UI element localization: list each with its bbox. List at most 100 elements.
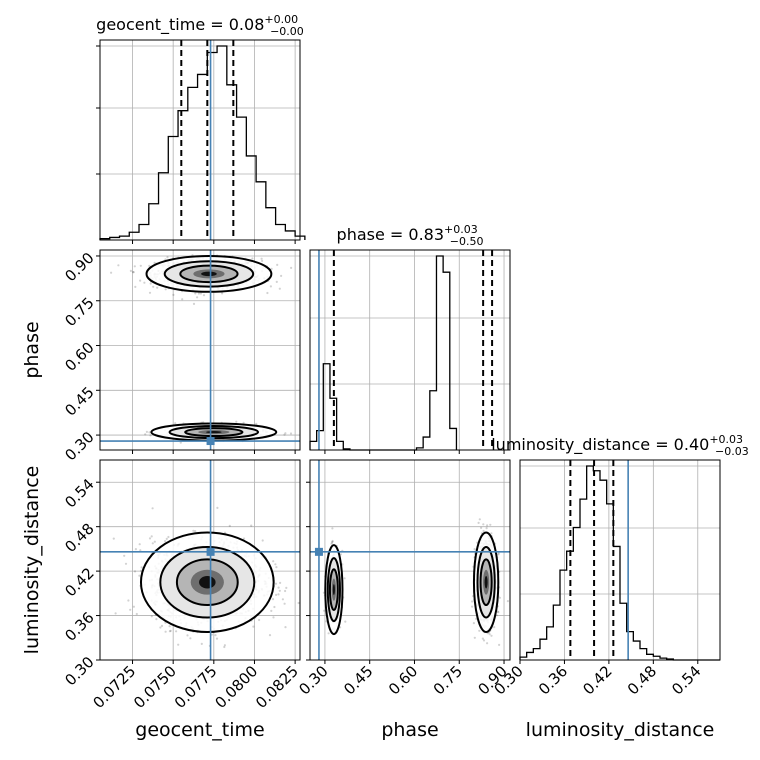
sample-point (189, 637, 192, 640)
sample-point (129, 269, 132, 272)
contour-0-1 (326, 557, 341, 623)
sample-point (152, 285, 155, 288)
sample-point (343, 577, 346, 580)
sample-point (139, 549, 142, 552)
density-level-4 (332, 584, 335, 596)
sample-point (331, 540, 334, 543)
sample-point (164, 540, 167, 543)
y-axis-label-luminosity_distance: luminosity_distance (21, 466, 43, 655)
sample-point (123, 554, 126, 557)
x-tick-label-luminosity_distance: 0.42 (579, 662, 615, 698)
sample-point (251, 257, 254, 260)
sample-point (261, 539, 264, 542)
scatter-panel-geocent_time-phase: 0.30 0.45 0.60 0.75 0.90 (61, 249, 301, 464)
panel-content (100, 250, 300, 450)
y-tick-label-phase: 0.30 (61, 428, 97, 464)
y-tick-label-luminosity_distance: 0.36 (61, 608, 97, 644)
sample-point (114, 612, 117, 615)
contour-0-2 (328, 568, 339, 612)
sample-point (242, 537, 246, 540)
sample-point (235, 420, 238, 423)
x-tick-label-phase: 0.75 (430, 662, 466, 698)
sample-point (194, 292, 197, 295)
x-tick-label-luminosity_distance: 0.54 (668, 662, 704, 698)
truth-point (206, 547, 215, 556)
sample-point (258, 618, 261, 622)
sample-point (488, 633, 491, 636)
scatter-panel-phase-luminosity_distance: 0.30 0.45 0.60 0.75 0.90 (295, 459, 511, 698)
sample-point (277, 586, 280, 589)
sample-point (192, 529, 195, 532)
sample-point (278, 287, 281, 290)
contour-1-0 (472, 531, 500, 634)
y-tick-label-luminosity_distance: 0.30 (61, 653, 97, 689)
sample-point (132, 605, 135, 608)
contour-1-2 (479, 558, 493, 607)
sample-point (150, 535, 153, 538)
title-phase: phase = 0.83+0.03 −0.50 (337, 223, 484, 248)
sample-point (493, 626, 496, 629)
sample-point (278, 589, 281, 592)
sample-point (275, 280, 278, 283)
contour-1-2 (184, 427, 244, 438)
x-tick-label-luminosity_distance: 0.48 (624, 662, 660, 698)
y-tick-label-luminosity_distance: 0.54 (61, 475, 97, 511)
hist-panel-phase: phase = 0.83+0.03 −0.50 (309, 223, 511, 454)
contour-0-2 (179, 264, 239, 284)
sample-point (150, 615, 153, 618)
title-main: phase = 0.83 (337, 225, 444, 244)
x-tick-label-geocent_time: 0.0775 (171, 662, 221, 712)
sample-point (276, 263, 279, 266)
density-level-4 (199, 576, 216, 589)
sample-point (167, 535, 170, 539)
panel-content (310, 460, 510, 660)
sample-point (151, 542, 154, 545)
sample-point (330, 541, 334, 544)
sample-point (331, 527, 334, 530)
sample-point (339, 553, 342, 556)
truth-point (314, 547, 323, 556)
sample-point (143, 281, 146, 284)
sample-point (148, 537, 152, 540)
sample-point (250, 524, 253, 527)
sample-point (480, 526, 483, 530)
sample-point (485, 527, 488, 530)
sample-point (242, 421, 245, 424)
sample-point (275, 593, 278, 597)
sample-point (471, 600, 474, 603)
sample-point (179, 441, 182, 444)
x-tick-label-luminosity_distance: 0.36 (535, 662, 571, 698)
sample-point (174, 422, 177, 425)
sample-point (144, 433, 147, 436)
sample-point (139, 279, 142, 282)
sample-point (153, 540, 156, 543)
sample-point (477, 521, 480, 525)
title-lower-error: −0.50 (450, 235, 484, 248)
sample-point (273, 605, 276, 609)
sample-point (216, 506, 219, 509)
sample-point (200, 642, 203, 646)
hist-panel-luminosity_distance: 0.30 0.36 0.42 0.48 0.54luminosity_distance … (490, 433, 748, 698)
hist-panel-geocent_time: geocent_time = 0.08+0.00 −0.00 (96, 13, 306, 244)
contour-0-0 (324, 544, 344, 636)
panel-frame (309, 459, 511, 661)
sample-point (490, 532, 493, 535)
sample-point (132, 271, 135, 274)
sample-point (139, 264, 142, 267)
sample-point (132, 271, 135, 274)
sample-point (275, 566, 278, 569)
sample-point (155, 618, 158, 621)
sample-point (274, 582, 278, 585)
sample-point (145, 430, 148, 433)
density-level-4 (206, 431, 222, 434)
x-axis-label-phase: phase (381, 719, 438, 741)
sample-point (280, 274, 283, 277)
sample-point (129, 608, 132, 611)
sample-point (134, 548, 137, 551)
sample-point (214, 634, 217, 637)
sample-point (270, 609, 273, 613)
sample-point (482, 639, 486, 642)
x-tick-label-geocent_time: 0.0750 (130, 662, 180, 712)
panel-frame (99, 249, 301, 451)
